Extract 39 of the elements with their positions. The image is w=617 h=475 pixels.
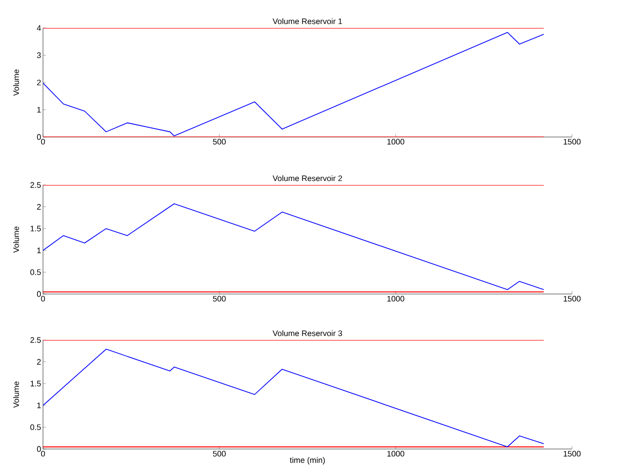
y-tick-label: 1.5 xyxy=(30,380,41,386)
y-tick-label: 0 xyxy=(37,446,41,452)
y-tick-label: 1.5 xyxy=(30,226,41,232)
x-tick-label: 500 xyxy=(212,450,226,457)
x-tick-label: 1500 xyxy=(564,296,581,302)
y-axis-title: Volume xyxy=(13,382,19,408)
y-tick-label: 2 xyxy=(37,80,41,86)
x-tick-label: 1500 xyxy=(564,138,581,145)
y-tick-label: 0.5 xyxy=(30,269,41,276)
x-tick-label: 1500 xyxy=(564,450,581,457)
x-tick-label: 1000 xyxy=(387,450,404,457)
y-tick-label: 2 xyxy=(37,204,41,210)
x-tick-label: 1000 xyxy=(387,296,404,302)
x-tick-label: 0 xyxy=(41,450,45,457)
x-tick-label: 0 xyxy=(41,138,45,145)
y-tick-label: 2.5 xyxy=(30,337,41,343)
y-tick-label: 1 xyxy=(37,248,41,254)
y-tick-label: 3 xyxy=(36,52,41,58)
x-tick-label: 1000 xyxy=(387,138,404,145)
x-tick-label: 500 xyxy=(212,296,226,302)
y-tick-label: 1 xyxy=(37,106,41,112)
line-series xyxy=(43,203,544,290)
y-tick-label: 0 xyxy=(37,134,41,140)
chart-title: Volume Reservoir 1 xyxy=(272,18,342,24)
y-axis-title: Volume xyxy=(13,226,19,253)
y-tick-label: 2.5 xyxy=(30,182,41,188)
x-axis-title: time (min) xyxy=(290,457,325,465)
x-tick-label: 500 xyxy=(212,138,226,145)
chart-title: Volume Reservoir 2 xyxy=(272,175,342,182)
x-tick-label: 0 xyxy=(41,296,45,302)
y-tick-label: 1 xyxy=(37,402,41,408)
y-axis-title: Volume xyxy=(13,70,19,96)
chart-title: Volume Reservoir 3 xyxy=(272,330,342,336)
line-series xyxy=(43,348,544,448)
y-tick-label: 0.5 xyxy=(30,424,41,430)
y-tick-label: 4 xyxy=(36,25,41,31)
y-tick-label: 0 xyxy=(37,291,41,297)
line-series xyxy=(43,32,544,136)
y-tick-label: 2 xyxy=(37,359,41,365)
